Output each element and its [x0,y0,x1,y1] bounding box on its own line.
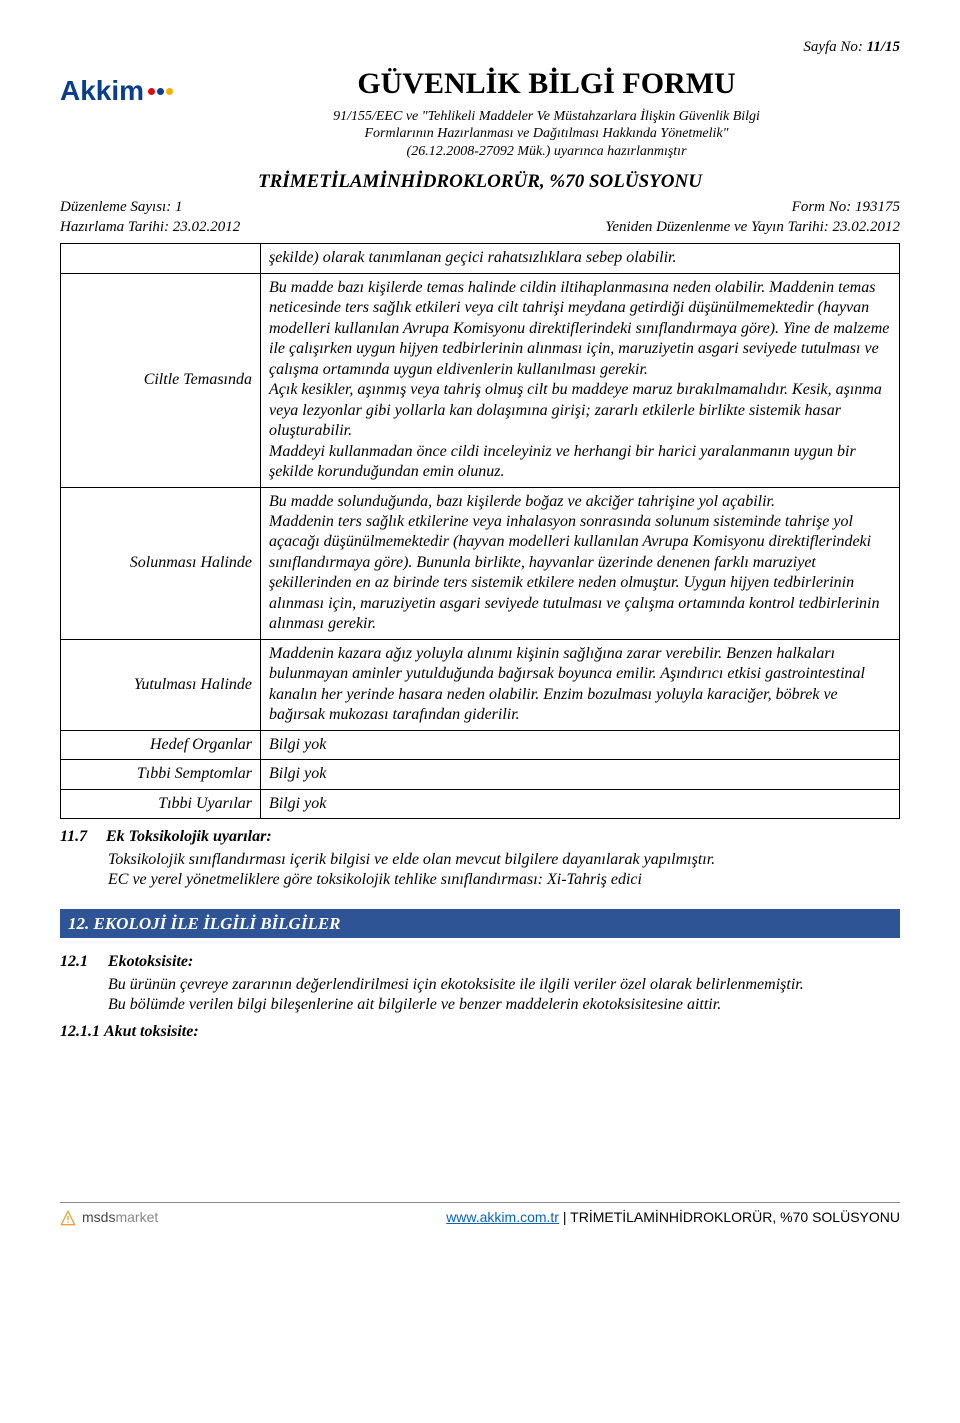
table-row: Solunması Halinde Bu madde solunduğunda,… [61,487,900,639]
section-12-1: 12.1 Ekotoksisite: Bu ürünün çevreye zar… [60,952,900,1015]
header-center: GÜVENLİK BİLGİ FORMU 91/155/EEC ve "Tehl… [193,65,900,160]
row0-label [61,244,261,273]
sec-12-1-num: 12.1 [60,952,108,972]
revision-date: Yeniden Düzenlenme ve Yayın Tarihi: 23.0… [605,218,900,238]
footer-right: www.akkim.com.tr | TRİMETİLAMİNHİDROKLOR… [446,1209,900,1227]
logo-text: Akkim [60,73,144,109]
table-row: Tıbbi Semptomlar Bilgi yok [61,760,900,789]
meta-right: Form No: 193175 Yeniden Düzenlenme ve Ya… [605,198,900,237]
edit-count: Düzenleme Sayısı: 1 [60,198,240,218]
product-name: TRİMETİLAMİNHİDROKLORÜR, %70 SOLÜSYONU [60,170,900,194]
section-12-1-1: 12.1.1 Akut toksisite: [60,1022,900,1042]
page-current: 11 [867,39,881,55]
sec-12-1-title: Ekotoksisite: [108,952,193,972]
logo-dot-3 [166,88,173,95]
row-ingest-text: Maddenin kazara ağız yoluyla alınımı kiş… [261,639,900,730]
sec-11-7-num: 11.7 [60,827,102,847]
table-row: Ciltle Temasında Bu madde bazı kişilerde… [61,273,900,487]
row0-text: şekilde) olarak tanımlanan geçici rahats… [261,244,900,273]
table-row: Hedef Organlar Bilgi yok [61,730,900,759]
row-skin-label: Ciltle Temasında [61,273,261,487]
row-skin-text: Bu madde bazı kişilerde temas halinde ci… [261,273,900,487]
table-row: Tıbbi Uyarılar Bilgi yok [61,789,900,818]
prep-date: Hazırlama Tarihi: 23.02.2012 [60,218,240,238]
row-warnings-label: Tıbbi Uyarılar [61,789,261,818]
section-11-7: 11.7 Ek Toksikolojik uyarılar: Toksikolo… [60,827,900,890]
logo-dot-1 [148,88,155,95]
footer-sep: | [559,1209,570,1225]
sec-12-1-1-num: 12.1.1 [60,1023,100,1040]
sec-11-7-title: Ek Toksikolojik uyarılar: [106,828,272,845]
regulation-text: 91/155/EEC ve "Tehlikeli Maddeler Ve Müs… [193,108,900,161]
header: Akkim GÜVENLİK BİLGİ FORMU 91/155/EEC ve… [60,65,900,160]
logo: Akkim [60,65,173,109]
table-row: şekilde) olarak tanımlanan geçici rahats… [61,244,900,273]
row-ingest-label: Yutulması Halinde [61,639,261,730]
footer-left: msdsmarket [60,1209,158,1227]
row-inhale-text: Bu madde solunduğunda, bazı kişilerde bo… [261,487,900,639]
row-symptoms-label: Tıbbi Semptomlar [61,760,261,789]
sec-12-1-body: Bu ürünün çevreye zararının değerlendiri… [108,975,900,1016]
row-inhale-label: Solunması Halinde [61,487,261,639]
meta-row: Düzenleme Sayısı: 1 Hazırlama Tarihi: 23… [60,198,900,237]
reg-line-3: (26.12.2008-27092 Mük.) uyarınca hazırla… [193,143,900,161]
reg-line-2: Formlarının Hazırlanması ve Dağıtılması … [193,125,900,143]
row-target-text: Bilgi yok [261,730,900,759]
sec-12-1-1-title: Akut toksisite: [104,1023,199,1040]
warning-icon [60,1210,76,1226]
page-total: /15 [881,39,900,55]
footer-product: TRİMETİLAMİNHİDROKLORÜR, %70 SOLÜSYONU [570,1209,900,1225]
section-12-bar: 12. EKOLOJİ İLE İLGİLİ BİLGİLER [60,909,900,939]
row-warnings-text: Bilgi yok [261,789,900,818]
form-title: GÜVENLİK BİLGİ FORMU [193,65,900,103]
page-number: Sayfa No: 11/15 [60,38,900,57]
row-target-label: Hedef Organlar [61,730,261,759]
row-symptoms-text: Bilgi yok [261,760,900,789]
meta-left: Düzenleme Sayısı: 1 Hazırlama Tarihi: 23… [60,198,240,237]
toxicology-table: şekilde) olarak tanımlanan geçici rahats… [60,243,900,819]
reg-line-1: 91/155/EEC ve "Tehlikeli Maddeler Ve Müs… [193,108,900,126]
sec-11-7-body: Toksikolojik sınıflandırması içerik bilg… [108,850,900,891]
footer-brand: msdsmarket [82,1209,158,1227]
logo-dot-2 [157,88,164,95]
footer: msdsmarket www.akkim.com.tr | TRİMETİLAM… [60,1202,900,1227]
footer-url[interactable]: www.akkim.com.tr [446,1209,559,1225]
table-row: Yutulması Halinde Maddenin kazara ağız y… [61,639,900,730]
page-label: Sayfa No: [803,39,863,55]
form-no: Form No: 193175 [605,198,900,218]
